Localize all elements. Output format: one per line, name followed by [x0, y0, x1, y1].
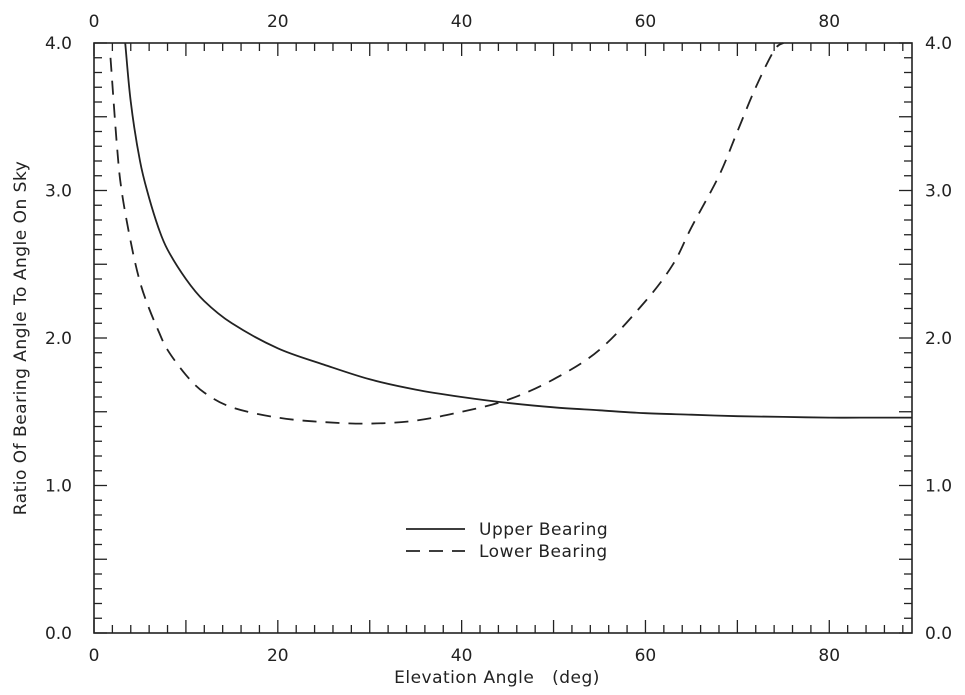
y-axis-title: Ratio Of Bearing Angle To Angle On Sky: [11, 161, 31, 516]
y-tick-label: 0.0: [45, 624, 72, 644]
legend-label-upper-bearing: Upper Bearing: [479, 520, 608, 540]
top-tick-label: 60: [635, 12, 657, 32]
top-tick-label: 40: [451, 12, 473, 32]
x-tick-label: 20: [267, 646, 289, 666]
right-tick-label: 0.0: [925, 624, 952, 644]
y-tick-labels-left: 0.0 1.0 2.0 3.0 4.0: [45, 34, 72, 644]
legend: Upper Bearing Lower Bearing: [406, 520, 608, 562]
legend-label-lower-bearing: Lower Bearing: [479, 542, 608, 562]
y-tick-label: 4.0: [45, 34, 72, 54]
top-tick-label: 80: [818, 12, 840, 32]
top-tick-label: 20: [267, 12, 289, 32]
x-tick-labels-bottom: 0 20 40 60 80: [89, 646, 840, 666]
series-line-lower-bearing: [109, 42, 784, 425]
x-tick-label: 80: [818, 646, 840, 666]
y-tick-label: 2.0: [45, 329, 72, 349]
right-tick-label: 3.0: [925, 182, 952, 202]
y-tick-labels-right: 0.0 1.0 2.0 3.0 4.0: [925, 34, 952, 644]
y-tick-label: 3.0: [45, 182, 72, 202]
x-tick-label: 60: [635, 646, 657, 666]
y-tick-label: 1.0: [45, 477, 72, 497]
right-tick-label: 1.0: [925, 477, 952, 497]
tick-marks: [93, 42, 912, 634]
top-tick-label: 0: [89, 12, 100, 32]
x-tick-label: 40: [451, 646, 473, 666]
x-tick-labels-top: 0 20 40 60 80: [89, 12, 840, 32]
x-tick-label: 0: [89, 646, 100, 666]
series-line-upper-bearing: [124, 42, 912, 419]
right-tick-label: 4.0: [925, 34, 952, 54]
x-axis-title: Elevation Angle (deg): [394, 668, 600, 688]
right-tick-label: 2.0: [925, 329, 952, 349]
